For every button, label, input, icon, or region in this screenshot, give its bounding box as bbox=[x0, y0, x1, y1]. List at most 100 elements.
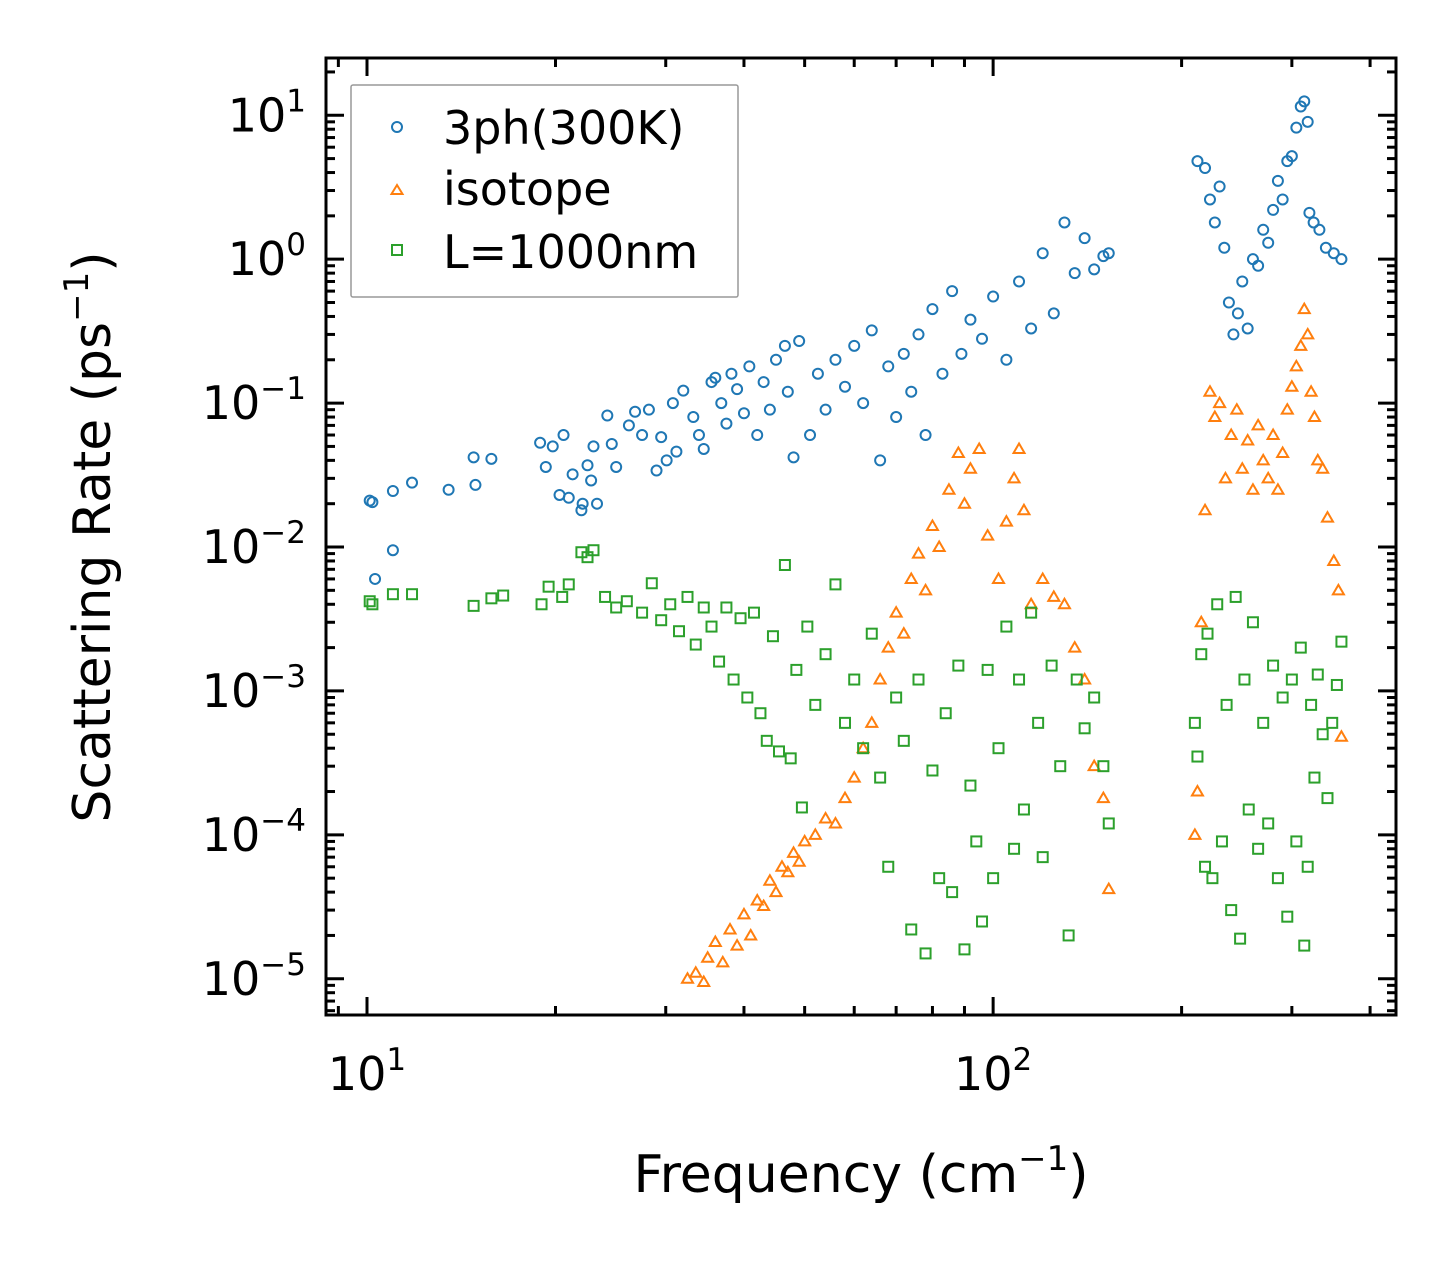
data-point-l-1000nm bbox=[933, 872, 946, 885]
data-point-3ph-300k bbox=[905, 385, 918, 398]
data-point-3ph-300k bbox=[687, 411, 700, 424]
data-point-3ph-300k bbox=[670, 445, 683, 458]
data-point-l-1000nm bbox=[912, 673, 925, 686]
data-point-3ph-300k bbox=[751, 429, 764, 442]
data-point-3ph-300k bbox=[1036, 247, 1049, 260]
data-point-l-1000nm bbox=[1225, 904, 1238, 917]
data-point-l-1000nm bbox=[467, 599, 480, 612]
data-point-l-1000nm bbox=[363, 595, 376, 608]
data-point-3ph-300k bbox=[366, 496, 379, 509]
data-point-l-1000nm bbox=[1271, 872, 1284, 885]
data-point-3ph-300k bbox=[720, 417, 733, 430]
data-point-l-1000nm bbox=[970, 835, 983, 848]
data-point-isotope bbox=[1057, 596, 1072, 610]
data-point-l-1000nm bbox=[697, 601, 710, 614]
data-point-isotope bbox=[957, 496, 972, 509]
data-point-isotope bbox=[1011, 441, 1027, 454]
data-point-3ph-300k bbox=[1222, 296, 1235, 309]
data-point-isotope bbox=[696, 974, 711, 987]
data-point-isotope bbox=[1310, 452, 1326, 466]
data-point-3ph-300k bbox=[697, 442, 710, 455]
data-point-isotope bbox=[1197, 502, 1213, 516]
data-point-isotope bbox=[925, 518, 940, 531]
data-point-3ph-300k bbox=[778, 339, 791, 352]
data-point-l-1000nm bbox=[1326, 716, 1339, 729]
data-point-3ph-300k bbox=[1191, 155, 1204, 168]
data-point-l-1000nm bbox=[497, 589, 510, 602]
data-point-3ph-300k bbox=[1208, 216, 1221, 229]
data-point-isotope bbox=[700, 950, 715, 963]
data-point-l-1000nm bbox=[981, 663, 994, 676]
data-point-l-1000nm bbox=[664, 598, 677, 611]
data-point-3ph-300k bbox=[1246, 253, 1259, 266]
data-point-3ph-300k bbox=[636, 429, 649, 442]
data-point-isotope bbox=[1260, 470, 1276, 484]
data-point-isotope bbox=[1006, 470, 1022, 484]
data-point-l-1000nm bbox=[795, 801, 808, 814]
data-point-isotope bbox=[1016, 502, 1032, 516]
data-point-l-1000nm bbox=[839, 716, 852, 729]
data-point-l-1000nm bbox=[1017, 803, 1030, 816]
data-point-3ph-300k bbox=[1199, 162, 1212, 175]
data-point-3ph-300k bbox=[829, 353, 842, 366]
data-point-3ph-300k bbox=[709, 371, 722, 384]
data-point-isotope bbox=[963, 461, 978, 474]
data-point-isotope bbox=[888, 605, 904, 618]
data-point-l-1000nm bbox=[556, 590, 569, 603]
data-point-l-1000nm bbox=[778, 558, 791, 571]
data-point-l-1000nm bbox=[865, 627, 878, 640]
legend-label-3ph: 3ph(300K) bbox=[443, 101, 684, 155]
data-point-l-1000nm bbox=[926, 764, 939, 777]
data-point-isotope bbox=[1046, 589, 1062, 602]
data-point-isotope bbox=[1212, 395, 1227, 409]
data-point-l-1000nm bbox=[848, 673, 861, 686]
data-point-3ph-300k bbox=[781, 385, 794, 398]
data-point-isotope bbox=[971, 441, 987, 454]
data-point-l-1000nm bbox=[976, 915, 989, 928]
data-point-3ph-300k bbox=[1313, 223, 1326, 236]
plot-frame bbox=[324, 56, 1398, 1017]
data-point-l-1000nm bbox=[809, 698, 822, 711]
data-point-isotope bbox=[791, 854, 807, 867]
data-point-3ph-300k bbox=[819, 403, 832, 416]
data-point-3ph-300k bbox=[731, 383, 744, 396]
data-point-l-1000nm bbox=[784, 752, 797, 765]
data-point-l-1000nm bbox=[1305, 698, 1318, 711]
data-point-l-1000nm bbox=[1234, 932, 1247, 945]
data-point-l-1000nm bbox=[946, 886, 959, 899]
legend-label-isotope: isotope bbox=[443, 162, 612, 216]
y-tick-label: 101 bbox=[228, 83, 306, 142]
data-point-3ph-300k bbox=[1285, 150, 1298, 163]
data-point-3ph-300k bbox=[936, 367, 949, 380]
data-point-l-1000nm bbox=[689, 638, 702, 651]
data-point-l-1000nm bbox=[790, 663, 803, 676]
data-point-isotope bbox=[846, 770, 862, 783]
data-point-isotope bbox=[941, 482, 957, 495]
data-point-l-1000nm bbox=[897, 734, 910, 747]
data-point-isotope bbox=[1320, 510, 1335, 523]
data-point-isotope bbox=[991, 571, 1006, 584]
data-point-l-1000nm bbox=[734, 612, 747, 625]
x-tick-label: 101 bbox=[328, 1042, 406, 1101]
data-point-isotope bbox=[896, 626, 912, 639]
data-point-l-1000nm bbox=[1078, 722, 1091, 735]
data-point-isotope bbox=[1035, 571, 1050, 584]
data-point-3ph-300k bbox=[469, 478, 482, 491]
data-point-3ph-300k bbox=[1303, 206, 1316, 219]
data-point-3ph-300k bbox=[811, 367, 824, 380]
data-point-3ph-300k bbox=[622, 419, 635, 432]
data-point-l-1000nm bbox=[587, 544, 600, 557]
data-point-l-1000nm bbox=[905, 923, 918, 936]
data-point-l-1000nm bbox=[964, 779, 977, 792]
data-point-3ph-300k bbox=[692, 429, 705, 442]
data-point-3ph-300k bbox=[1203, 193, 1216, 206]
data-point-l-1000nm bbox=[1335, 635, 1348, 648]
data-point-isotope bbox=[1235, 461, 1250, 474]
data-point-l-1000nm bbox=[1294, 641, 1307, 654]
data-point-isotope bbox=[729, 938, 745, 951]
data-point-isotope bbox=[768, 884, 784, 898]
data-point-l-1000nm bbox=[1330, 678, 1343, 691]
data-point-3ph-300k bbox=[769, 353, 782, 366]
data-point-3ph-300k bbox=[566, 468, 579, 481]
data-point-l-1000nm bbox=[1311, 668, 1324, 681]
